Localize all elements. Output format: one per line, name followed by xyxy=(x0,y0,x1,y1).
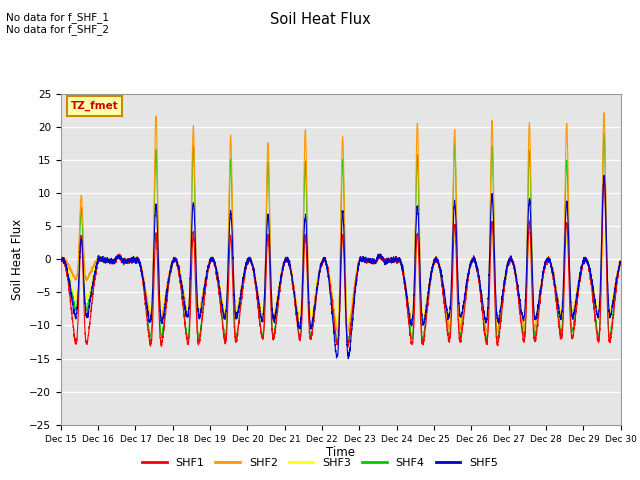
SHF3 xyxy=(467,262,474,268)
SHF2 xyxy=(600,110,608,116)
Y-axis label: Soil Heat Flux: Soil Heat Flux xyxy=(10,218,24,300)
Text: TZ_fmet: TZ_fmet xyxy=(70,101,118,111)
SHF4 xyxy=(320,255,328,261)
Line: SHF4: SHF4 xyxy=(61,133,621,343)
SHF3 xyxy=(320,257,328,263)
SHF4 xyxy=(467,263,474,269)
SHF2 xyxy=(57,256,65,262)
SHF2 xyxy=(157,316,165,322)
SHF4 xyxy=(344,340,352,346)
Text: Soil Heat Flux: Soil Heat Flux xyxy=(269,12,371,27)
SHF5 xyxy=(57,257,65,263)
SHF1 xyxy=(436,263,444,269)
SHF4 xyxy=(616,262,624,268)
Line: SHF3: SHF3 xyxy=(61,233,621,324)
SHF4 xyxy=(57,261,65,266)
SHF3 xyxy=(435,262,443,268)
SHF4 xyxy=(157,333,165,339)
SHF4 xyxy=(617,257,625,263)
SHF3 xyxy=(157,306,165,312)
SHF5 xyxy=(499,297,506,302)
SHF5 xyxy=(344,356,352,361)
SHF1 xyxy=(157,341,165,347)
SHF2 xyxy=(616,261,624,266)
SHF4 xyxy=(600,131,608,136)
SHF1 xyxy=(600,177,608,182)
Line: SHF5: SHF5 xyxy=(61,175,621,359)
X-axis label: Time: Time xyxy=(326,446,355,459)
SHF5 xyxy=(616,261,624,266)
SHF5 xyxy=(436,264,444,270)
SHF4 xyxy=(436,262,444,268)
SHF2 xyxy=(617,258,625,264)
SHF4 xyxy=(499,301,506,307)
SHF1 xyxy=(57,257,65,263)
SHF3 xyxy=(57,259,65,264)
SHF1 xyxy=(617,259,625,265)
SHF2 xyxy=(334,331,342,336)
SHF5 xyxy=(157,320,165,325)
SHF5 xyxy=(617,259,625,265)
SHF2 xyxy=(436,262,444,267)
SHF3 xyxy=(499,292,506,298)
SHF2 xyxy=(499,297,506,303)
SHF1 xyxy=(616,261,624,267)
SHF3 xyxy=(600,230,607,236)
Legend: SHF1, SHF2, SHF3, SHF4, SHF5: SHF1, SHF2, SHF3, SHF4, SHF5 xyxy=(138,453,502,472)
SHF3 xyxy=(617,258,625,264)
SHF1 xyxy=(499,304,506,310)
SHF5 xyxy=(320,254,328,260)
SHF3 xyxy=(445,321,452,326)
SHF1 xyxy=(344,344,352,349)
SHF5 xyxy=(467,262,474,267)
SHF1 xyxy=(320,256,328,262)
SHF3 xyxy=(616,261,624,266)
SHF1 xyxy=(467,263,474,268)
Line: SHF1: SHF1 xyxy=(61,180,621,347)
SHF2 xyxy=(320,256,328,262)
Text: No data for f_SHF_1
No data for f_SHF_2: No data for f_SHF_1 No data for f_SHF_2 xyxy=(6,12,109,36)
Line: SHF2: SHF2 xyxy=(61,113,621,334)
SHF2 xyxy=(467,260,474,266)
SHF5 xyxy=(600,172,608,178)
